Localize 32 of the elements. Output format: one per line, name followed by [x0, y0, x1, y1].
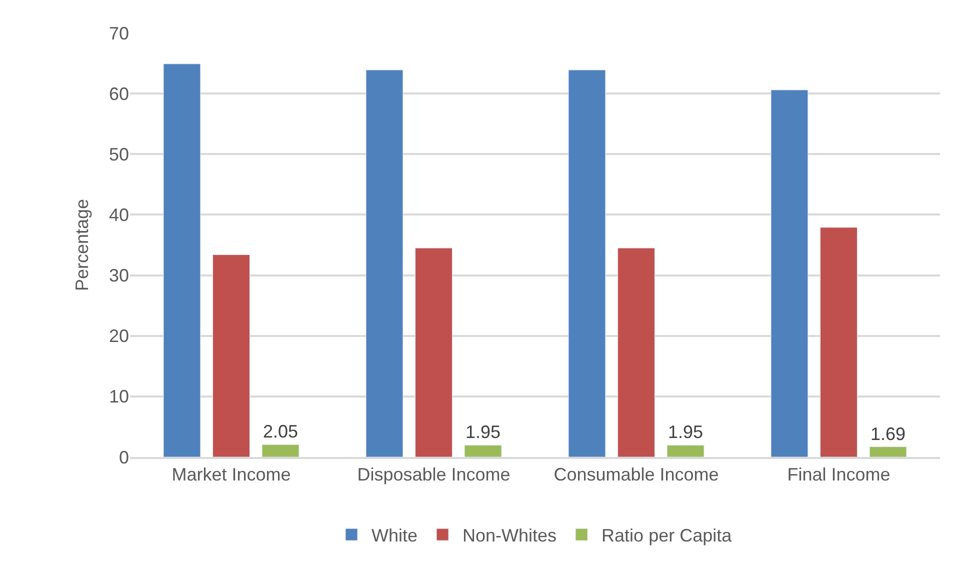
bar: [415, 248, 452, 457]
bar: [618, 248, 655, 457]
y-tick-label: 60: [108, 84, 129, 104]
bar: [262, 444, 300, 457]
y-tick-label: 50: [108, 144, 129, 164]
bar: [820, 227, 858, 457]
y-tick-label: 20: [108, 326, 129, 346]
x-tick-label: Final Income: [787, 464, 890, 485]
legend-label: Non-Whites: [462, 526, 557, 546]
x-tick-label: Consumable Income: [554, 464, 719, 485]
bar: [869, 446, 907, 457]
legend-label: Ratio per Capita: [602, 526, 733, 546]
y-tick-label: 30: [108, 266, 129, 286]
y-tick-label: 10: [108, 386, 129, 407]
bar: [770, 90, 808, 457]
x-tick-label: Disposable Income: [357, 464, 510, 485]
y-tick-label: 0: [118, 447, 129, 468]
x-tick-label: Market Income: [172, 464, 291, 485]
bar: [212, 254, 250, 457]
y-tick-label: 70: [108, 23, 129, 44]
legend-label: White: [372, 526, 418, 546]
data-label: 2.05: [263, 422, 298, 442]
bar: [666, 444, 704, 457]
data-label: 1.69: [870, 424, 906, 444]
data-label: 1.95: [466, 422, 501, 442]
bar: [568, 70, 606, 457]
bar: [366, 70, 404, 457]
bar: [163, 64, 201, 457]
y-tick-label: 40: [108, 205, 129, 226]
bar: [464, 444, 502, 457]
y-axis-title: Percentage: [72, 198, 92, 292]
data-label: 1.95: [668, 422, 704, 442]
